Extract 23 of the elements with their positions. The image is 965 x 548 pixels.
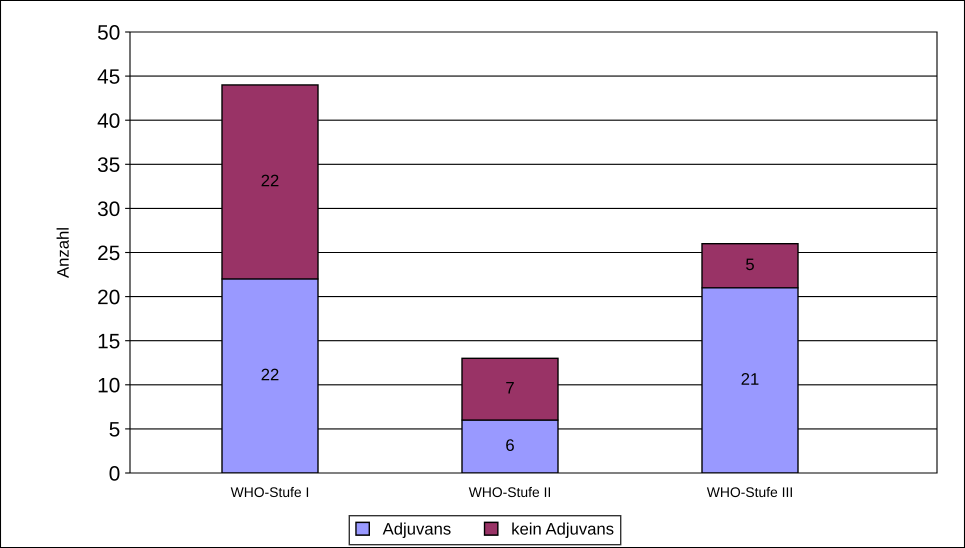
y-tick-label: 0 — [110, 466, 120, 481]
data-label: 22 — [262, 174, 278, 186]
y-tick-label: 30 — [98, 201, 120, 216]
legend-label: kein Adjuvans — [512, 522, 614, 538]
legend-label: Adjuvans — [382, 522, 451, 538]
y-tick-label: 10 — [98, 378, 120, 393]
data-label: 7 — [506, 382, 514, 394]
data-label: 5 — [746, 258, 754, 270]
x-tick-label: WHO-Stufe III — [706, 486, 792, 498]
x-tick-label: WHO-Stufe II — [468, 486, 550, 498]
y-tick-label: 15 — [98, 334, 120, 348]
y-tick-label: 40 — [98, 113, 120, 128]
y-tick-label: 45 — [98, 69, 120, 84]
y-tick-label: 20 — [98, 290, 120, 304]
y-tick-label: 5 — [110, 422, 120, 437]
y-tick-label: 25 — [98, 246, 120, 260]
x-tick-label: WHO-Stufe I — [230, 486, 308, 498]
y-tick-label: 50 — [98, 25, 120, 40]
data-label: 22 — [262, 368, 278, 380]
data-label: 6 — [506, 439, 514, 452]
y-tick-label: 35 — [98, 157, 120, 172]
data-label: 21 — [742, 373, 758, 385]
y-axis-title: Anzahl — [56, 228, 69, 278]
